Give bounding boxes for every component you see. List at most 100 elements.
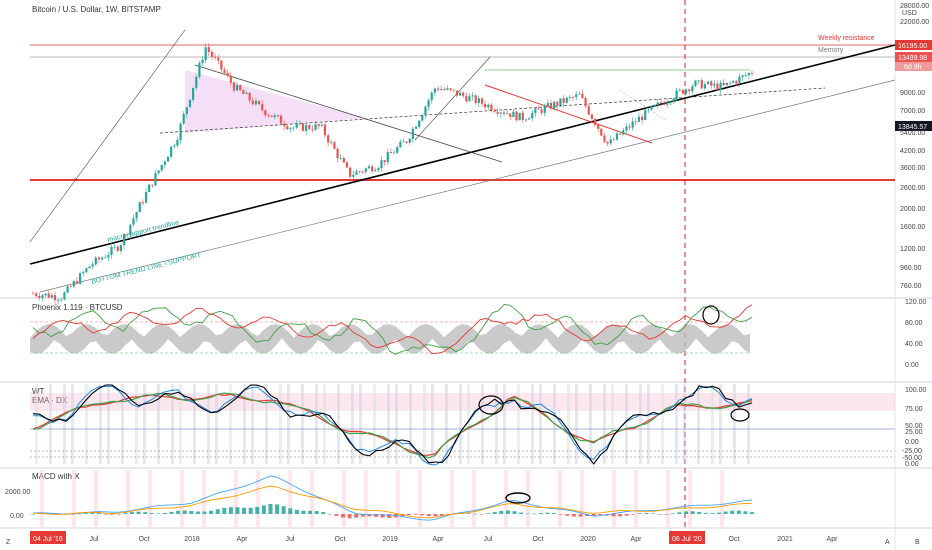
macd-hist-bar bbox=[288, 508, 293, 514]
wt-bg-bar bbox=[287, 384, 290, 464]
macd-hist-bar bbox=[136, 511, 141, 514]
time-axis[interactable]: 04 Jul '16 06 Jul '20 Jul Oct 2018 Apr Jul Oc… bbox=[6, 531, 920, 546]
time-tick-label: Apr bbox=[433, 536, 445, 543]
macd-bg-bar bbox=[72, 470, 76, 527]
candle-body bbox=[389, 152, 393, 154]
macd-bg-bar bbox=[450, 470, 454, 527]
corner-a-button[interactable]: A bbox=[885, 539, 890, 546]
symbol-title: Bitcoin / U.S. Dollar, 1W, BITSTAMP bbox=[32, 5, 161, 14]
macd-hist-bar bbox=[466, 513, 471, 514]
candle-body bbox=[700, 80, 703, 89]
wt-tick: -50.00 bbox=[902, 455, 922, 462]
candle-body bbox=[135, 212, 138, 219]
price-tick: 960.00 bbox=[900, 265, 922, 272]
wt-bg-bar bbox=[135, 384, 138, 464]
macd-hist-bar bbox=[129, 512, 134, 514]
macd-hist-bar bbox=[505, 510, 510, 514]
candle-body bbox=[129, 224, 132, 235]
candle-body bbox=[750, 73, 754, 74]
candle-body bbox=[192, 87, 195, 100]
candle-body bbox=[320, 124, 323, 126]
candle-body bbox=[728, 82, 732, 84]
candle-body bbox=[436, 88, 440, 90]
wt-blue-line bbox=[33, 385, 753, 466]
wt-bg-bar bbox=[575, 384, 578, 464]
phoenix-band bbox=[30, 324, 750, 354]
macd-hist-bar bbox=[723, 511, 728, 514]
candle-body bbox=[148, 184, 151, 193]
wt-bg-bar bbox=[337, 384, 340, 464]
candle-body bbox=[126, 234, 129, 236]
wt-bg-bar bbox=[315, 384, 318, 464]
candle-body bbox=[644, 110, 647, 120]
wt-bg-bar bbox=[611, 384, 614, 464]
wt-pane[interactable]: WT EMA · DX 100.00 75.00 50.00 25.00 0.0… bbox=[30, 384, 927, 468]
candle-body bbox=[352, 174, 355, 177]
cursor-date-label: 06 Jul '20 bbox=[672, 536, 702, 543]
candle-body bbox=[380, 160, 383, 169]
candle-body bbox=[713, 83, 716, 86]
candle-body bbox=[738, 76, 741, 84]
corner-b-button[interactable]: B bbox=[915, 539, 920, 546]
candle-body bbox=[97, 257, 101, 260]
phoenix-tick: 80.00 bbox=[905, 320, 923, 327]
candle-body bbox=[710, 81, 713, 86]
wt-bg-bar bbox=[229, 384, 232, 464]
parabolic-trendline bbox=[29, 29, 186, 243]
candle-body bbox=[484, 103, 487, 108]
candle-body bbox=[122, 234, 126, 246]
macd-pane[interactable]: MACD with X 2000.00 0.00 bbox=[5, 470, 754, 527]
macd-bg-bar bbox=[180, 470, 184, 527]
wt-bg-bar bbox=[639, 384, 642, 464]
wt-bg-bar bbox=[107, 384, 110, 464]
candle-body bbox=[641, 116, 644, 120]
candle-body bbox=[107, 255, 110, 258]
candle-body bbox=[631, 121, 634, 128]
time-tick-label: 2018 bbox=[184, 536, 200, 543]
macd-hist-bar bbox=[558, 514, 563, 515]
phoenix-pane[interactable]: Phoenix 1.119 · BTCUSD 120.00 80.00 40.0… bbox=[30, 299, 927, 369]
macro-support-trendline bbox=[29, 44, 896, 265]
wt-bg-bar bbox=[711, 384, 714, 464]
candle-body bbox=[264, 110, 267, 116]
candle-body bbox=[703, 84, 707, 89]
phoenix-tick: 0.00 bbox=[905, 362, 919, 369]
candle-body bbox=[656, 102, 659, 106]
wt-bg-bar bbox=[675, 384, 678, 464]
candle-body bbox=[154, 173, 157, 186]
macd-hist-bar bbox=[123, 513, 128, 514]
macd-hist-bar bbox=[703, 512, 708, 514]
time-tick-label: Oct bbox=[533, 536, 544, 543]
macd-hist-bar bbox=[268, 503, 273, 514]
candle-body bbox=[292, 127, 295, 129]
macd-bg-bar bbox=[396, 470, 400, 527]
macd-hist-bar bbox=[578, 514, 583, 517]
wt-bg-bar bbox=[157, 384, 160, 464]
candle-body bbox=[587, 106, 590, 115]
macd-tick: 0.00 bbox=[10, 513, 24, 520]
wt-bg-bar bbox=[603, 384, 606, 464]
candle-body bbox=[47, 293, 50, 298]
candle-body bbox=[430, 92, 433, 101]
wt-bg-bar bbox=[193, 384, 196, 464]
time-tick-label: 2021 bbox=[777, 536, 793, 543]
candle-body bbox=[336, 148, 339, 159]
macd-hist-bar bbox=[255, 506, 260, 514]
candle-body bbox=[549, 102, 553, 109]
candle-body bbox=[330, 142, 333, 144]
candle-body bbox=[229, 75, 232, 83]
macd-bg-bar bbox=[342, 470, 346, 527]
candle-body bbox=[502, 112, 506, 114]
macd-hist-bar bbox=[116, 514, 121, 515]
macd-hist-bar bbox=[281, 506, 286, 514]
macd-bg-bar bbox=[256, 470, 260, 527]
wt-bg-bar bbox=[683, 384, 686, 464]
candle-body bbox=[647, 109, 650, 111]
candle-body bbox=[462, 92, 465, 96]
candle-body bbox=[254, 100, 258, 105]
candle-body bbox=[418, 120, 421, 127]
candle-body bbox=[499, 112, 502, 114]
price-axis[interactable]: 28000.00 USD 22000.00 16195.00 13499.98 … bbox=[895, 3, 932, 290]
candle-body bbox=[339, 158, 342, 159]
